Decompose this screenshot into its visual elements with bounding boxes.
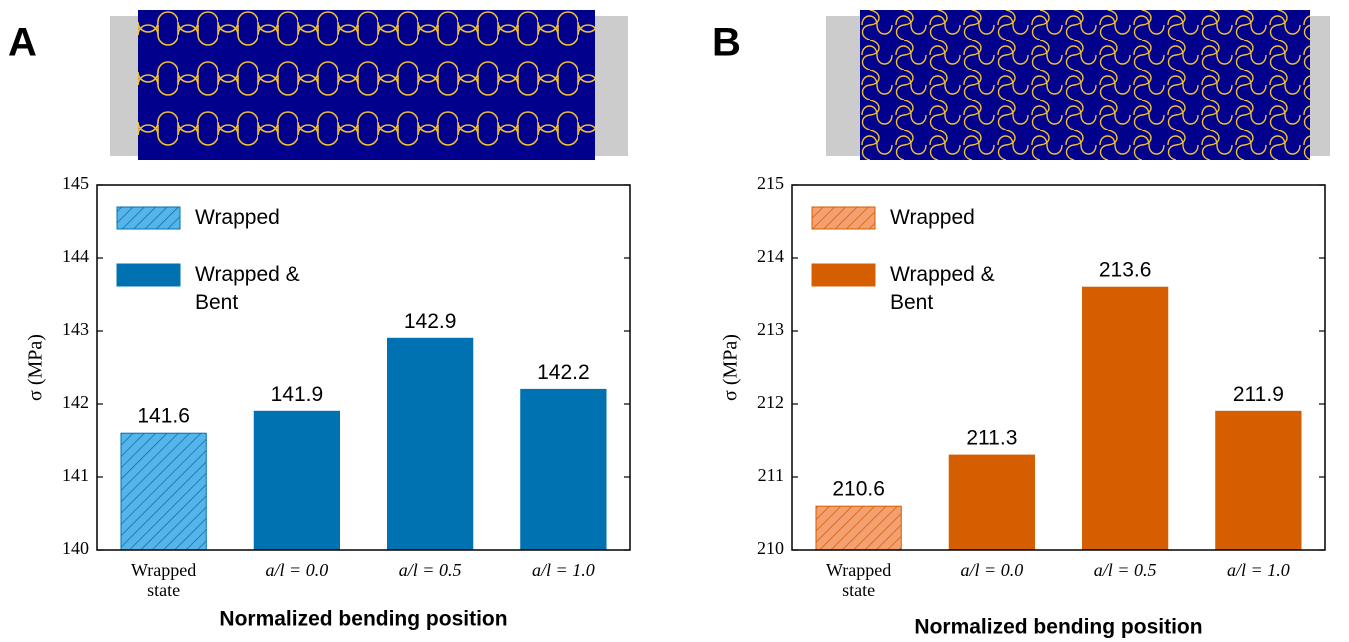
y-axis-label: σ (MPa) — [25, 334, 47, 401]
bar — [1216, 411, 1301, 550]
bar — [387, 338, 472, 550]
figure: A 140 141 142 143 144 145 141.6 141.9 142.9 142.2 σ… — [0, 0, 1349, 642]
x-axis-label: Normalized bending position — [219, 608, 507, 631]
y-tick-label: 142 — [62, 392, 89, 412]
value-label: 213.6 — [1099, 259, 1152, 282]
legend-swatch — [812, 264, 875, 286]
specimen-pattern — [860, 10, 1310, 160]
y-tick-label: 143 — [62, 319, 89, 339]
legend-label: Wrapped — [195, 204, 325, 232]
bar — [1082, 287, 1167, 550]
x-axis-label: Normalized bending position — [914, 616, 1202, 639]
y-tick-label: 210 — [757, 538, 784, 558]
value-label: 141.6 — [137, 405, 190, 428]
x-tick-label: Wrapped state — [119, 560, 209, 600]
bar — [254, 411, 339, 550]
value-label: 141.9 — [271, 383, 324, 406]
y-tick-label: 141 — [62, 465, 89, 485]
x-tick-label: a/l = 0.5 — [385, 560, 475, 580]
legend-swatch — [812, 207, 875, 229]
legend-swatch — [117, 264, 180, 286]
x-tick-label: a/l = 0.0 — [947, 560, 1037, 580]
specimen-pattern — [138, 10, 595, 160]
value-label: 142.2 — [537, 361, 590, 384]
legend-label: Wrapped & Bent — [890, 261, 1020, 317]
y-tick-label: 144 — [62, 246, 89, 266]
x-tick-label: a/l = 1.0 — [1213, 560, 1303, 580]
y-tick-label: 213 — [757, 319, 784, 339]
bar — [121, 433, 206, 550]
bar — [521, 389, 606, 550]
legend-label: Wrapped & Bent — [195, 261, 325, 317]
x-tick-label: Wrapped state — [814, 560, 904, 600]
x-tick-label: a/l = 0.0 — [252, 560, 342, 580]
legend-label: Wrapped — [890, 204, 1020, 232]
value-label: 211.3 — [966, 427, 1017, 450]
panel-label: A — [8, 21, 37, 65]
value-label: 211.9 — [1233, 383, 1284, 406]
value-label: 142.9 — [404, 310, 457, 333]
y-tick-label: 211 — [758, 465, 784, 485]
y-tick-label: 212 — [757, 392, 784, 412]
bar — [949, 455, 1034, 550]
x-tick-label: a/l = 1.0 — [518, 560, 608, 580]
panel-label: B — [712, 21, 741, 65]
y-tick-label: 145 — [62, 173, 89, 193]
x-tick-label: a/l = 0.5 — [1080, 560, 1170, 580]
bar — [816, 506, 901, 550]
page: A 140 141 142 143 144 145 141.6 141.9 142.9 142.2 σ… — [0, 0, 1349, 642]
y-tick-label: 215 — [757, 173, 784, 193]
value-label: 210.6 — [832, 478, 885, 501]
legend-swatch — [117, 207, 180, 229]
y-tick-label: 214 — [757, 246, 784, 266]
y-tick-label: 140 — [62, 538, 89, 558]
y-axis-label: σ (MPa) — [720, 334, 742, 401]
